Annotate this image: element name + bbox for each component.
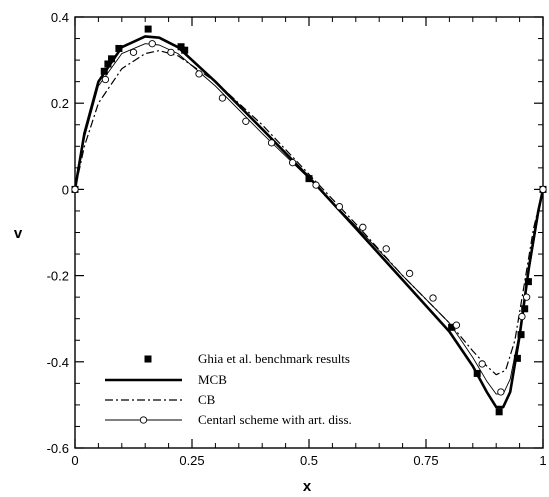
series-marker	[101, 75, 110, 84]
y-tick-label: -0.2	[47, 269, 69, 284]
series-3	[71, 40, 547, 396]
legend-label: CB	[198, 392, 216, 407]
legend-label: Ghia et al. benchmark results	[198, 351, 350, 366]
benchmark-point	[108, 55, 116, 63]
series-marker	[242, 117, 250, 125]
y-tick-label: 0.2	[51, 96, 69, 111]
series-marker	[148, 40, 156, 48]
x-tick-label: 0.75	[413, 453, 438, 468]
y-tick-label: 0.4	[51, 10, 69, 25]
y-tick-label: 0	[62, 182, 69, 197]
benchmark-point	[115, 44, 123, 52]
series-marker	[267, 139, 276, 147]
benchmark-point	[513, 354, 521, 362]
legend-symbol	[144, 355, 152, 363]
series-marker	[335, 202, 344, 211]
series-layer	[71, 25, 547, 416]
plot-frame	[74, 16, 544, 449]
legend-label: Centarl scheme with art. diss.	[198, 412, 352, 427]
series-marker	[359, 223, 367, 231]
series-marker	[452, 321, 461, 329]
benchmark-point	[144, 25, 152, 33]
benchmark-point	[177, 43, 185, 51]
series-1	[73, 35, 545, 409]
series-line	[74, 50, 544, 376]
x-tick-label: 0.25	[179, 453, 204, 468]
series-marker	[405, 269, 414, 278]
legend-marker	[139, 416, 148, 424]
x-tick-label: 0	[71, 453, 78, 468]
benchmark-point	[495, 408, 503, 416]
series-marker	[382, 245, 390, 253]
series-marker	[478, 360, 486, 368]
legend-entry-0: Ghia et al. benchmark results	[144, 351, 350, 366]
benchmark-point	[448, 323, 456, 331]
benchmark-point	[181, 46, 189, 54]
y-axis-label: v	[14, 225, 23, 242]
x-tick-label: 1	[539, 453, 546, 468]
legend: Ghia et al. benchmark results MCB CB Centar…	[105, 351, 352, 427]
series-marker	[129, 48, 138, 56]
series-marker	[167, 48, 175, 56]
legend-entry-3: Centarl scheme with art. diss.	[105, 412, 352, 427]
y-tick-label: -0.4	[47, 355, 69, 370]
series-marker	[288, 159, 297, 167]
series-line	[73, 35, 545, 409]
series-marker	[518, 312, 526, 321]
series-marker	[71, 185, 79, 194]
series-marker	[429, 294, 437, 302]
series-marker	[522, 293, 531, 301]
axes	[74, 16, 544, 449]
x-axis-label: x	[303, 478, 312, 495]
series-marker	[539, 185, 547, 194]
series-2	[74, 50, 544, 376]
x-tick-label: 0.5	[300, 453, 318, 468]
legend-entry-1: MCB	[105, 372, 227, 387]
benchmark-point	[104, 60, 112, 68]
series-marker	[312, 181, 320, 189]
series-marker	[195, 70, 203, 78]
ticks	[74, 16, 544, 449]
series-marker	[497, 388, 505, 396]
benchmark-point	[521, 305, 529, 313]
y-tick-label: -0.6	[47, 441, 69, 456]
series-line	[74, 43, 544, 395]
legend-label: MCB	[198, 372, 227, 387]
legend-entry-2: CB	[105, 392, 216, 407]
tick-labels: 0 0.25 0.5 0.75 1 0.4 0.2 0 -0.2 -0.4 -0.6	[47, 10, 547, 468]
benchmark-point	[524, 278, 532, 286]
series-marker	[218, 94, 227, 102]
